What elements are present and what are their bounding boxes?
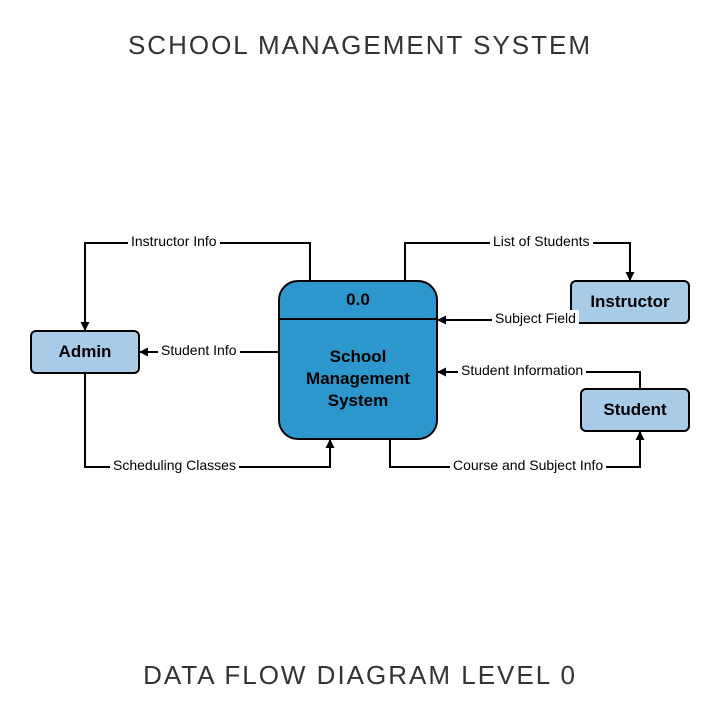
process-body: School Management System [280, 320, 436, 438]
process-name-line1: School [280, 346, 436, 368]
dfd-diagram: 0.0 School Management System Admin Instr… [0, 0, 720, 720]
instructor-label: Instructor [572, 292, 688, 312]
student-label: Student [582, 400, 688, 420]
edge-label-student-info: Student Info [158, 342, 240, 358]
edge-label-subject-field: Subject Field [492, 310, 579, 326]
edge-label-list-of-students: List of Students [490, 233, 593, 249]
edge-instructor_info [85, 243, 310, 330]
admin-label: Admin [32, 342, 138, 362]
edge-label-scheduling-classes: Scheduling Classes [110, 457, 239, 473]
student-entity: Student [580, 388, 690, 432]
instructor-entity: Instructor [570, 280, 690, 324]
process-id: 0.0 [280, 282, 436, 320]
edge-label-student-information: Student Information [458, 362, 586, 378]
process-node: 0.0 School Management System [278, 280, 438, 440]
process-name-line3: System [280, 390, 436, 412]
edge-label-course-subject-info: Course and Subject Info [450, 457, 606, 473]
process-name-line2: Management [280, 368, 436, 390]
admin-entity: Admin [30, 330, 140, 374]
page-footer: DATA FLOW DIAGRAM LEVEL 0 [0, 660, 720, 691]
edge-label-instructor-info: Instructor Info [128, 233, 220, 249]
